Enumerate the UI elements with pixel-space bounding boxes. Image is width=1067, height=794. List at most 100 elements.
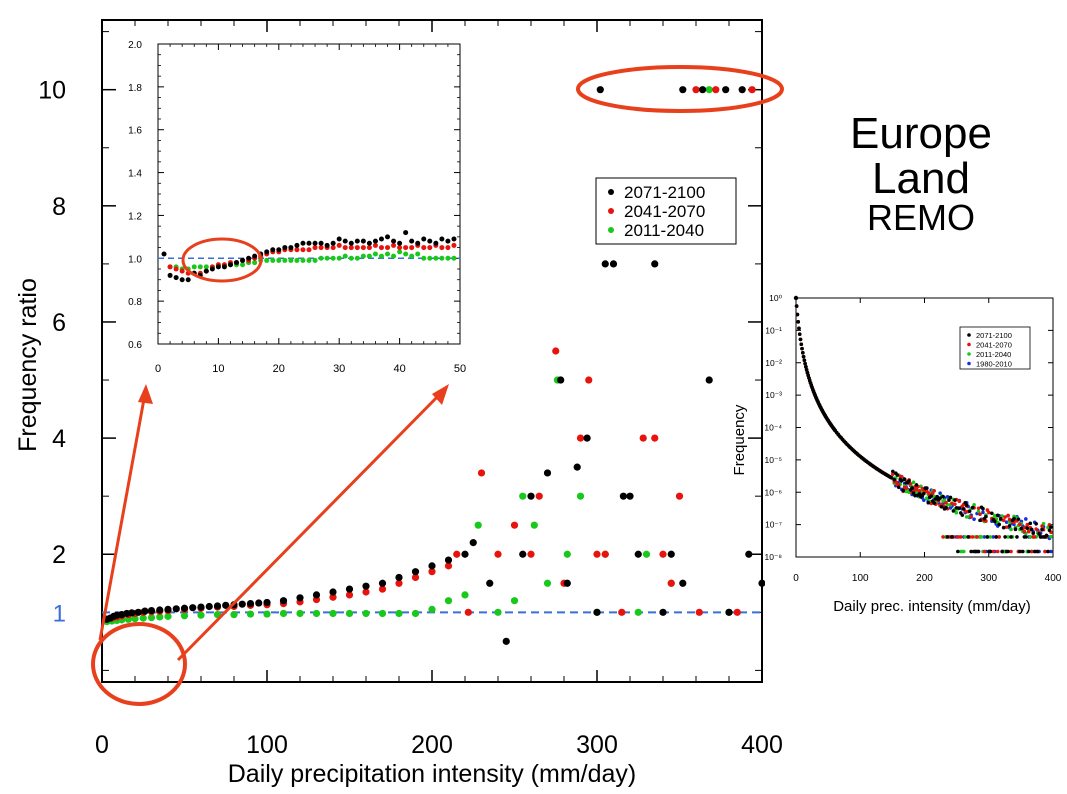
inset-point-2011-2040-17 (270, 257, 276, 263)
main-point-2041-2070-32 (527, 550, 535, 558)
inset-legend-marker-2041-2070 (608, 208, 614, 214)
frequency-x-tick-label: 300 (980, 573, 997, 584)
main-point-2041-2070-19 (329, 593, 337, 601)
frequency-point-2071-2100 (957, 506, 962, 511)
frequency-point-2071-2100 (938, 496, 942, 500)
main-point-2041-2070-43 (659, 550, 667, 558)
inset-point-2041-2070-34 (372, 242, 378, 248)
main-point-2011-2040-19 (329, 609, 337, 618)
main-reference-line-label: 1 (53, 600, 66, 627)
frequency-point-2071-2100 (1026, 549, 1031, 554)
main-point-2071-2100-62 (699, 86, 707, 94)
frequency-point-2041-2070 (1022, 529, 1027, 534)
inset-point-2011-2040-12 (240, 262, 246, 268)
main-point-2071-2100-51 (634, 550, 642, 558)
main-point-2071-2100-14 (189, 604, 197, 612)
frequency-chart: 0 100 200 300 400 10⁰ 10⁻¹ 10⁻² 10⁻³ 10⁻⁴ 10⁻⁵ 10⁻⁶… (731, 282, 1067, 620)
main-point-2071-2100-9 (147, 606, 156, 615)
inset-point-2071-2100-38 (391, 238, 397, 244)
inset-point-2041-2070-21 (294, 247, 300, 253)
inset-point-2041-2070-38 (397, 245, 403, 251)
main-point-2041-2070-26 (444, 562, 453, 570)
main-point-2011-2040-39 (634, 608, 642, 616)
frequency-point-2071-2100 (799, 342, 804, 347)
frequency-point-2071-2100 (922, 491, 926, 496)
main-x-tick-label: 300 (576, 731, 618, 759)
inset-point-2071-2100-45 (433, 240, 439, 246)
inset-point-2041-2070-25 (318, 245, 324, 251)
inset-point-2011-2040-22 (300, 257, 306, 263)
main-point-2071-2100-43 (563, 579, 571, 587)
main-point-2071-2100-21 (246, 600, 255, 608)
inset-point-2041-2070-30 (348, 245, 354, 251)
inset-point-2011-2040-28 (336, 255, 342, 261)
region-title-line2: Land (872, 154, 970, 203)
frequency-point-2041-2070 (914, 487, 919, 492)
inset-point-2071-2100-32 (354, 238, 360, 244)
frequency-point-2071-2100 (1007, 523, 1012, 528)
inset-point-2011-2040-29 (342, 253, 348, 259)
inset-point-2011-2040-38 (397, 249, 403, 255)
inset-point-2071-2100-4 (185, 277, 191, 283)
frequency-point-2071-2100 (801, 351, 805, 355)
frequency-point-2041-2070 (1006, 513, 1010, 518)
frequency-legend-label: 2071-2100 (976, 331, 1012, 340)
frequency-point-1980-2010 (1024, 517, 1028, 521)
frequency-x-tick-label: 100 (852, 573, 869, 584)
frequency-point-2071-2100 (1025, 526, 1030, 530)
inset-point-2071-2100-15 (252, 253, 258, 259)
frequency-legend-label: 2041-2070 (976, 341, 1012, 350)
inset-point-2071-2100-3 (179, 277, 185, 283)
main-point-2071-2100-17 (213, 602, 222, 610)
frequency-y-tick-label: 10⁻⁸ (764, 552, 782, 562)
frequency-point-2071-2100 (798, 337, 803, 342)
main-point-2071-2100-26 (312, 591, 321, 599)
main-point-2071-2100-59 (758, 579, 766, 587)
main-point-2041-2070-38 (593, 550, 601, 558)
main-data-points (103, 86, 766, 645)
inset-point-2011-2040-16 (264, 257, 270, 263)
frequency-point-2041-2070 (1001, 518, 1006, 523)
frequency-point-2041-2070 (970, 535, 975, 539)
inset-point-2071-2100-30 (342, 238, 348, 244)
frequency-point-2041-2070 (995, 549, 1000, 554)
main-point-2071-2100-57 (725, 608, 733, 616)
frequency-point-first (793, 295, 799, 301)
inset-point-2041-2070-2 (179, 268, 185, 274)
frequency-point-2011-2040 (1049, 534, 1053, 539)
frequency-point-2041-2070 (1003, 515, 1007, 519)
frequency-point-2071-2100 (941, 494, 945, 499)
frequency-point-2041-2070 (904, 486, 908, 491)
main-point-2041-2070-21 (362, 588, 370, 596)
frequency-point-2041-2070 (1029, 549, 1034, 554)
frequency-point-2071-2100 (891, 469, 895, 474)
main-point-2041-2070-34 (552, 347, 560, 355)
inset-point-2071-2100-13 (240, 257, 246, 263)
inset-axis-ticks: 0 10 20 30 40 50 0.6 0.8 1.0 1.2 1.4 1.6 1.8 2.0 (128, 40, 466, 375)
main-x-tick-label: 200 (411, 731, 453, 759)
inset-legend-marker-2011-2040 (608, 227, 614, 233)
main-point-2041-2070-47 (733, 608, 741, 616)
frequency-point-2041-2070 (1025, 522, 1030, 527)
inset-point-2071-2100-7 (203, 268, 209, 274)
frequency-x-tick-label: 400 (1045, 573, 1062, 584)
inset-point-2071-2100-20 (282, 245, 288, 251)
inset-point-2011-2040-44 (433, 255, 439, 261)
main-point-2011-2040-6 (139, 614, 147, 622)
inset-point-2041-2070-32 (360, 245, 366, 251)
main-point-2071-2100-33 (428, 562, 436, 570)
frequency-point-2041-2070 (891, 472, 895, 476)
inset-point-2011-2040-45 (439, 255, 445, 261)
inset-point-2011-2040-27 (330, 255, 336, 261)
inset-x-tick-label: 30 (333, 363, 345, 375)
frequency-point-2071-2100 (944, 505, 948, 510)
main-point-2041-2070-45 (675, 492, 684, 500)
frequency-point-2071-2100 (917, 492, 922, 496)
frequency-point-2071-2100 (805, 370, 810, 375)
inset-point-2041-2070-0 (167, 264, 173, 270)
frequency-axis-ticks: 0 100 200 300 400 10⁰ 10⁻¹ 10⁻² 10⁻³ 10⁻⁴ 10⁻⁵ 10⁻⁶… (764, 293, 1061, 584)
frequency-point-2071-2100 (902, 477, 907, 481)
frequency-point-2071-2100 (1021, 549, 1025, 554)
frequency-point-1980-2010 (972, 517, 976, 521)
main-point-2071-2100-27 (329, 588, 337, 596)
